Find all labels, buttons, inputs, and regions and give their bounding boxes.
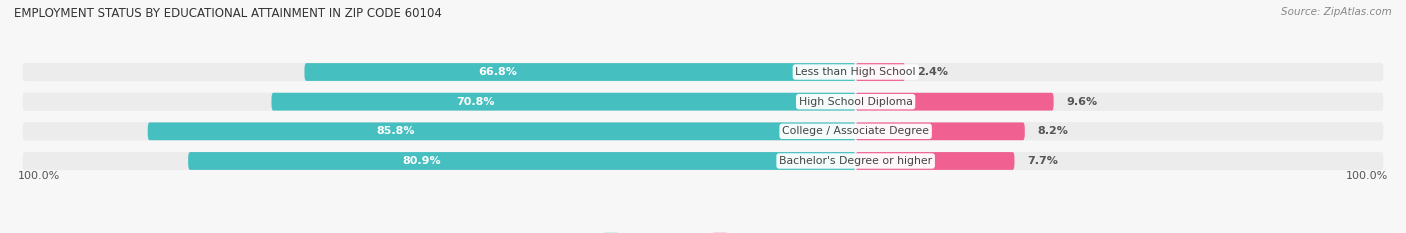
Text: Less than High School: Less than High School [796,67,915,77]
Text: 85.8%: 85.8% [377,126,415,136]
FancyBboxPatch shape [22,92,1384,111]
FancyBboxPatch shape [271,93,856,111]
FancyBboxPatch shape [856,122,1025,140]
Legend: In Labor Force, Unemployed: In Labor Force, Unemployed [599,229,807,233]
Text: EMPLOYMENT STATUS BY EDUCATIONAL ATTAINMENT IN ZIP CODE 60104: EMPLOYMENT STATUS BY EDUCATIONAL ATTAINM… [14,7,441,20]
FancyBboxPatch shape [22,122,1384,141]
Text: 80.9%: 80.9% [402,156,441,166]
Text: 2.4%: 2.4% [918,67,949,77]
Text: 7.7%: 7.7% [1026,156,1057,166]
Text: 70.8%: 70.8% [457,97,495,107]
FancyBboxPatch shape [22,62,1384,82]
Text: College / Associate Degree: College / Associate Degree [782,126,929,136]
Text: 8.2%: 8.2% [1038,126,1069,136]
FancyBboxPatch shape [856,152,1015,170]
FancyBboxPatch shape [305,63,856,81]
Text: High School Diploma: High School Diploma [799,97,912,107]
FancyBboxPatch shape [22,151,1384,171]
FancyBboxPatch shape [856,93,1053,111]
FancyBboxPatch shape [148,122,856,140]
Text: 100.0%: 100.0% [1346,171,1388,181]
FancyBboxPatch shape [856,63,905,81]
Text: Bachelor's Degree or higher: Bachelor's Degree or higher [779,156,932,166]
FancyBboxPatch shape [188,152,856,170]
Text: 9.6%: 9.6% [1066,97,1097,107]
Text: 66.8%: 66.8% [478,67,517,77]
Text: Source: ZipAtlas.com: Source: ZipAtlas.com [1281,7,1392,17]
Text: 100.0%: 100.0% [18,171,60,181]
